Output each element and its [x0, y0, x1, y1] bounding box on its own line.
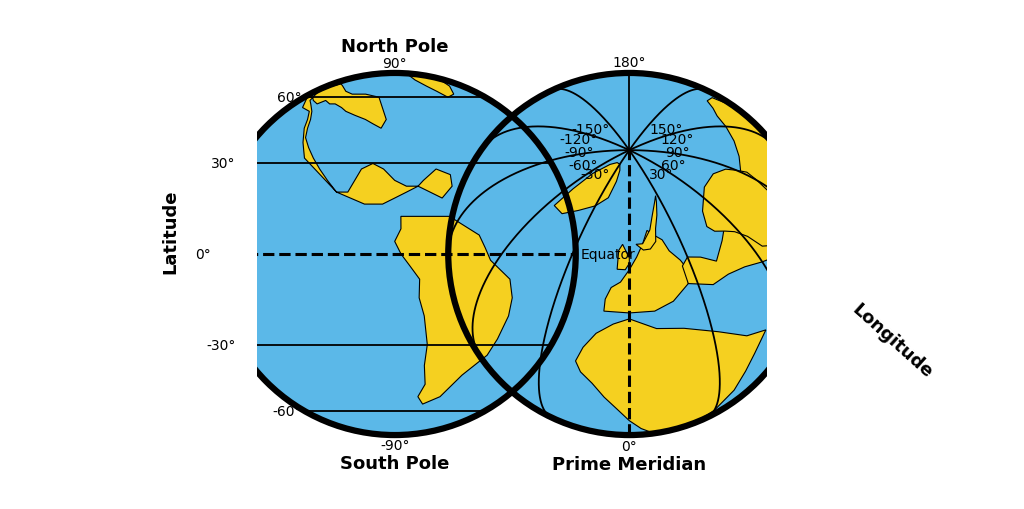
Polygon shape: [407, 75, 454, 98]
Text: Latitude: Latitude: [162, 189, 179, 274]
Polygon shape: [702, 170, 784, 247]
Text: -90°: -90°: [380, 438, 410, 451]
Polygon shape: [394, 217, 512, 404]
Polygon shape: [617, 245, 630, 270]
Text: 150°: 150°: [649, 123, 682, 137]
Text: 60°: 60°: [660, 158, 685, 172]
Text: 60°: 60°: [278, 91, 302, 105]
Polygon shape: [302, 84, 453, 205]
Text: 0°: 0°: [196, 247, 211, 262]
Polygon shape: [554, 163, 620, 214]
Text: 30°: 30°: [649, 167, 674, 182]
Text: Prime Meridian: Prime Meridian: [552, 456, 707, 473]
Polygon shape: [604, 231, 688, 314]
Text: 180°: 180°: [612, 56, 646, 70]
Text: 120°: 120°: [660, 132, 694, 147]
Polygon shape: [780, 254, 805, 272]
Polygon shape: [682, 98, 799, 285]
Text: -60°: -60°: [272, 404, 302, 418]
Text: -90°: -90°: [564, 146, 594, 159]
Text: -30°: -30°: [581, 167, 609, 182]
Text: Equator: Equator: [581, 247, 636, 262]
Text: North Pole: North Pole: [341, 38, 449, 56]
Text: 90°: 90°: [665, 146, 689, 159]
Circle shape: [214, 74, 575, 435]
Text: Longitude: Longitude: [849, 300, 936, 382]
Polygon shape: [636, 196, 656, 250]
Polygon shape: [575, 319, 766, 433]
Text: 90°: 90°: [382, 58, 407, 71]
Text: -30°: -30°: [206, 338, 236, 352]
Circle shape: [449, 74, 810, 435]
Text: 30°: 30°: [211, 157, 236, 171]
Text: 0°: 0°: [622, 439, 637, 453]
Text: -150°: -150°: [571, 123, 609, 137]
Text: South Pole: South Pole: [340, 455, 450, 472]
Text: -60°: -60°: [568, 158, 598, 172]
Text: -120°: -120°: [560, 132, 598, 147]
